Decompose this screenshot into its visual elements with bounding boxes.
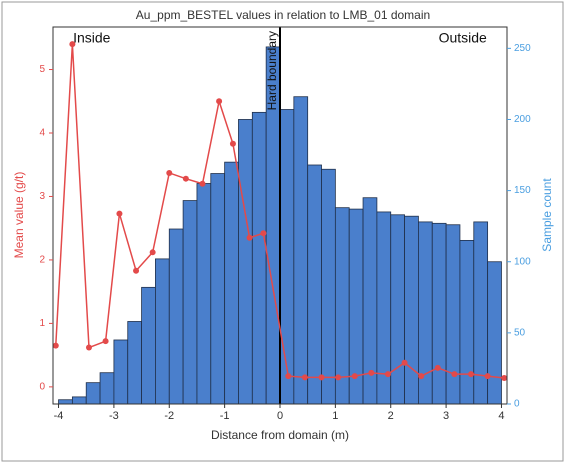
mean-point	[484, 373, 491, 380]
mean-point	[116, 210, 123, 217]
y-tick-label: 3	[39, 191, 45, 202]
y2-tick-label: 100	[514, 256, 531, 267]
y-tick-label: 4	[39, 128, 45, 139]
histogram-bar	[224, 161, 239, 405]
mean-point	[384, 371, 391, 378]
y2-axis-label: Sample count	[540, 178, 554, 252]
mean-point	[229, 140, 236, 147]
x-tick-label: -1	[220, 410, 230, 422]
boundary-label: Hard boundary	[265, 31, 279, 110]
histogram-bar	[404, 215, 419, 405]
mean-point	[318, 374, 325, 381]
mean-point	[335, 374, 342, 381]
x-tick-label: 4	[498, 410, 504, 422]
y-tick-label: 0	[39, 382, 45, 393]
histogram-bar	[141, 286, 156, 405]
histogram-bar	[168, 228, 184, 405]
mean-point	[285, 373, 292, 380]
mean-point	[434, 364, 441, 371]
histogram-bar	[251, 111, 267, 405]
mean-point	[401, 359, 408, 366]
y-tick-label: 5	[39, 64, 45, 75]
histogram-bar	[390, 214, 405, 405]
histogram-bar	[127, 321, 142, 405]
histogram-bar	[210, 173, 226, 405]
x-tick-label: -2	[164, 410, 174, 422]
y2-tick-label: 250	[514, 43, 531, 54]
histogram-bar	[71, 396, 87, 405]
chart-title: Au_ppm_BESTEL values in relation to LMB_…	[136, 8, 430, 22]
x-tick-label: -4	[54, 410, 64, 422]
mean-point	[216, 98, 223, 105]
histogram-bar	[279, 109, 295, 405]
histogram-bar	[307, 164, 322, 405]
mean-point	[368, 369, 375, 376]
histogram-bar	[445, 224, 461, 405]
y-axis-label: Mean value (g/t)	[12, 172, 26, 259]
y2-tick-label: 0	[514, 399, 520, 410]
histogram-bar	[182, 200, 198, 405]
y2-tick-label: 200	[514, 114, 531, 125]
mean-point	[246, 234, 253, 241]
histogram-bar	[58, 399, 73, 405]
x-tick-label: 2	[388, 410, 394, 422]
x-axis-label: Distance from domain (m)	[211, 428, 349, 442]
mean-point	[351, 373, 358, 380]
mean-point	[85, 344, 92, 351]
x-tick-label: 3	[443, 410, 449, 422]
x-tick-label: 0	[277, 410, 283, 422]
mean-point	[451, 371, 458, 378]
histogram-bar	[196, 183, 212, 405]
histogram-bar	[487, 261, 502, 405]
mean-point	[199, 180, 206, 187]
mean-point	[301, 374, 308, 381]
y2-tick-label: 150	[514, 185, 531, 196]
mean-point	[52, 342, 59, 349]
mean-line	[55, 44, 505, 379]
region-label: Outside	[439, 30, 487, 46]
mean-point	[69, 41, 76, 48]
x-tick-label: 1	[332, 410, 338, 422]
histogram-bar	[459, 239, 475, 405]
histogram-bar	[293, 96, 309, 405]
region-label: Inside	[73, 30, 111, 46]
mean-point	[166, 169, 173, 176]
mean-point	[133, 267, 140, 274]
mean-point	[149, 249, 156, 256]
histogram-bar	[113, 339, 129, 405]
y-tick-label: 2	[39, 255, 45, 266]
mean-point	[468, 371, 475, 378]
histogram-bar	[85, 382, 101, 405]
mean-point	[418, 373, 425, 380]
x-tick-label: -3	[109, 410, 119, 422]
mean-point	[260, 230, 267, 237]
mean-point	[182, 175, 189, 182]
histogram-bar	[431, 222, 447, 405]
y-tick-label: 1	[39, 318, 45, 329]
y2-tick-label: 50	[514, 328, 526, 339]
mean-point	[102, 338, 109, 345]
mean-point	[501, 374, 508, 381]
histogram-bar	[155, 258, 170, 405]
histogram-bar	[321, 168, 336, 405]
histogram-bar	[99, 372, 115, 405]
histogram-bar	[238, 119, 253, 405]
